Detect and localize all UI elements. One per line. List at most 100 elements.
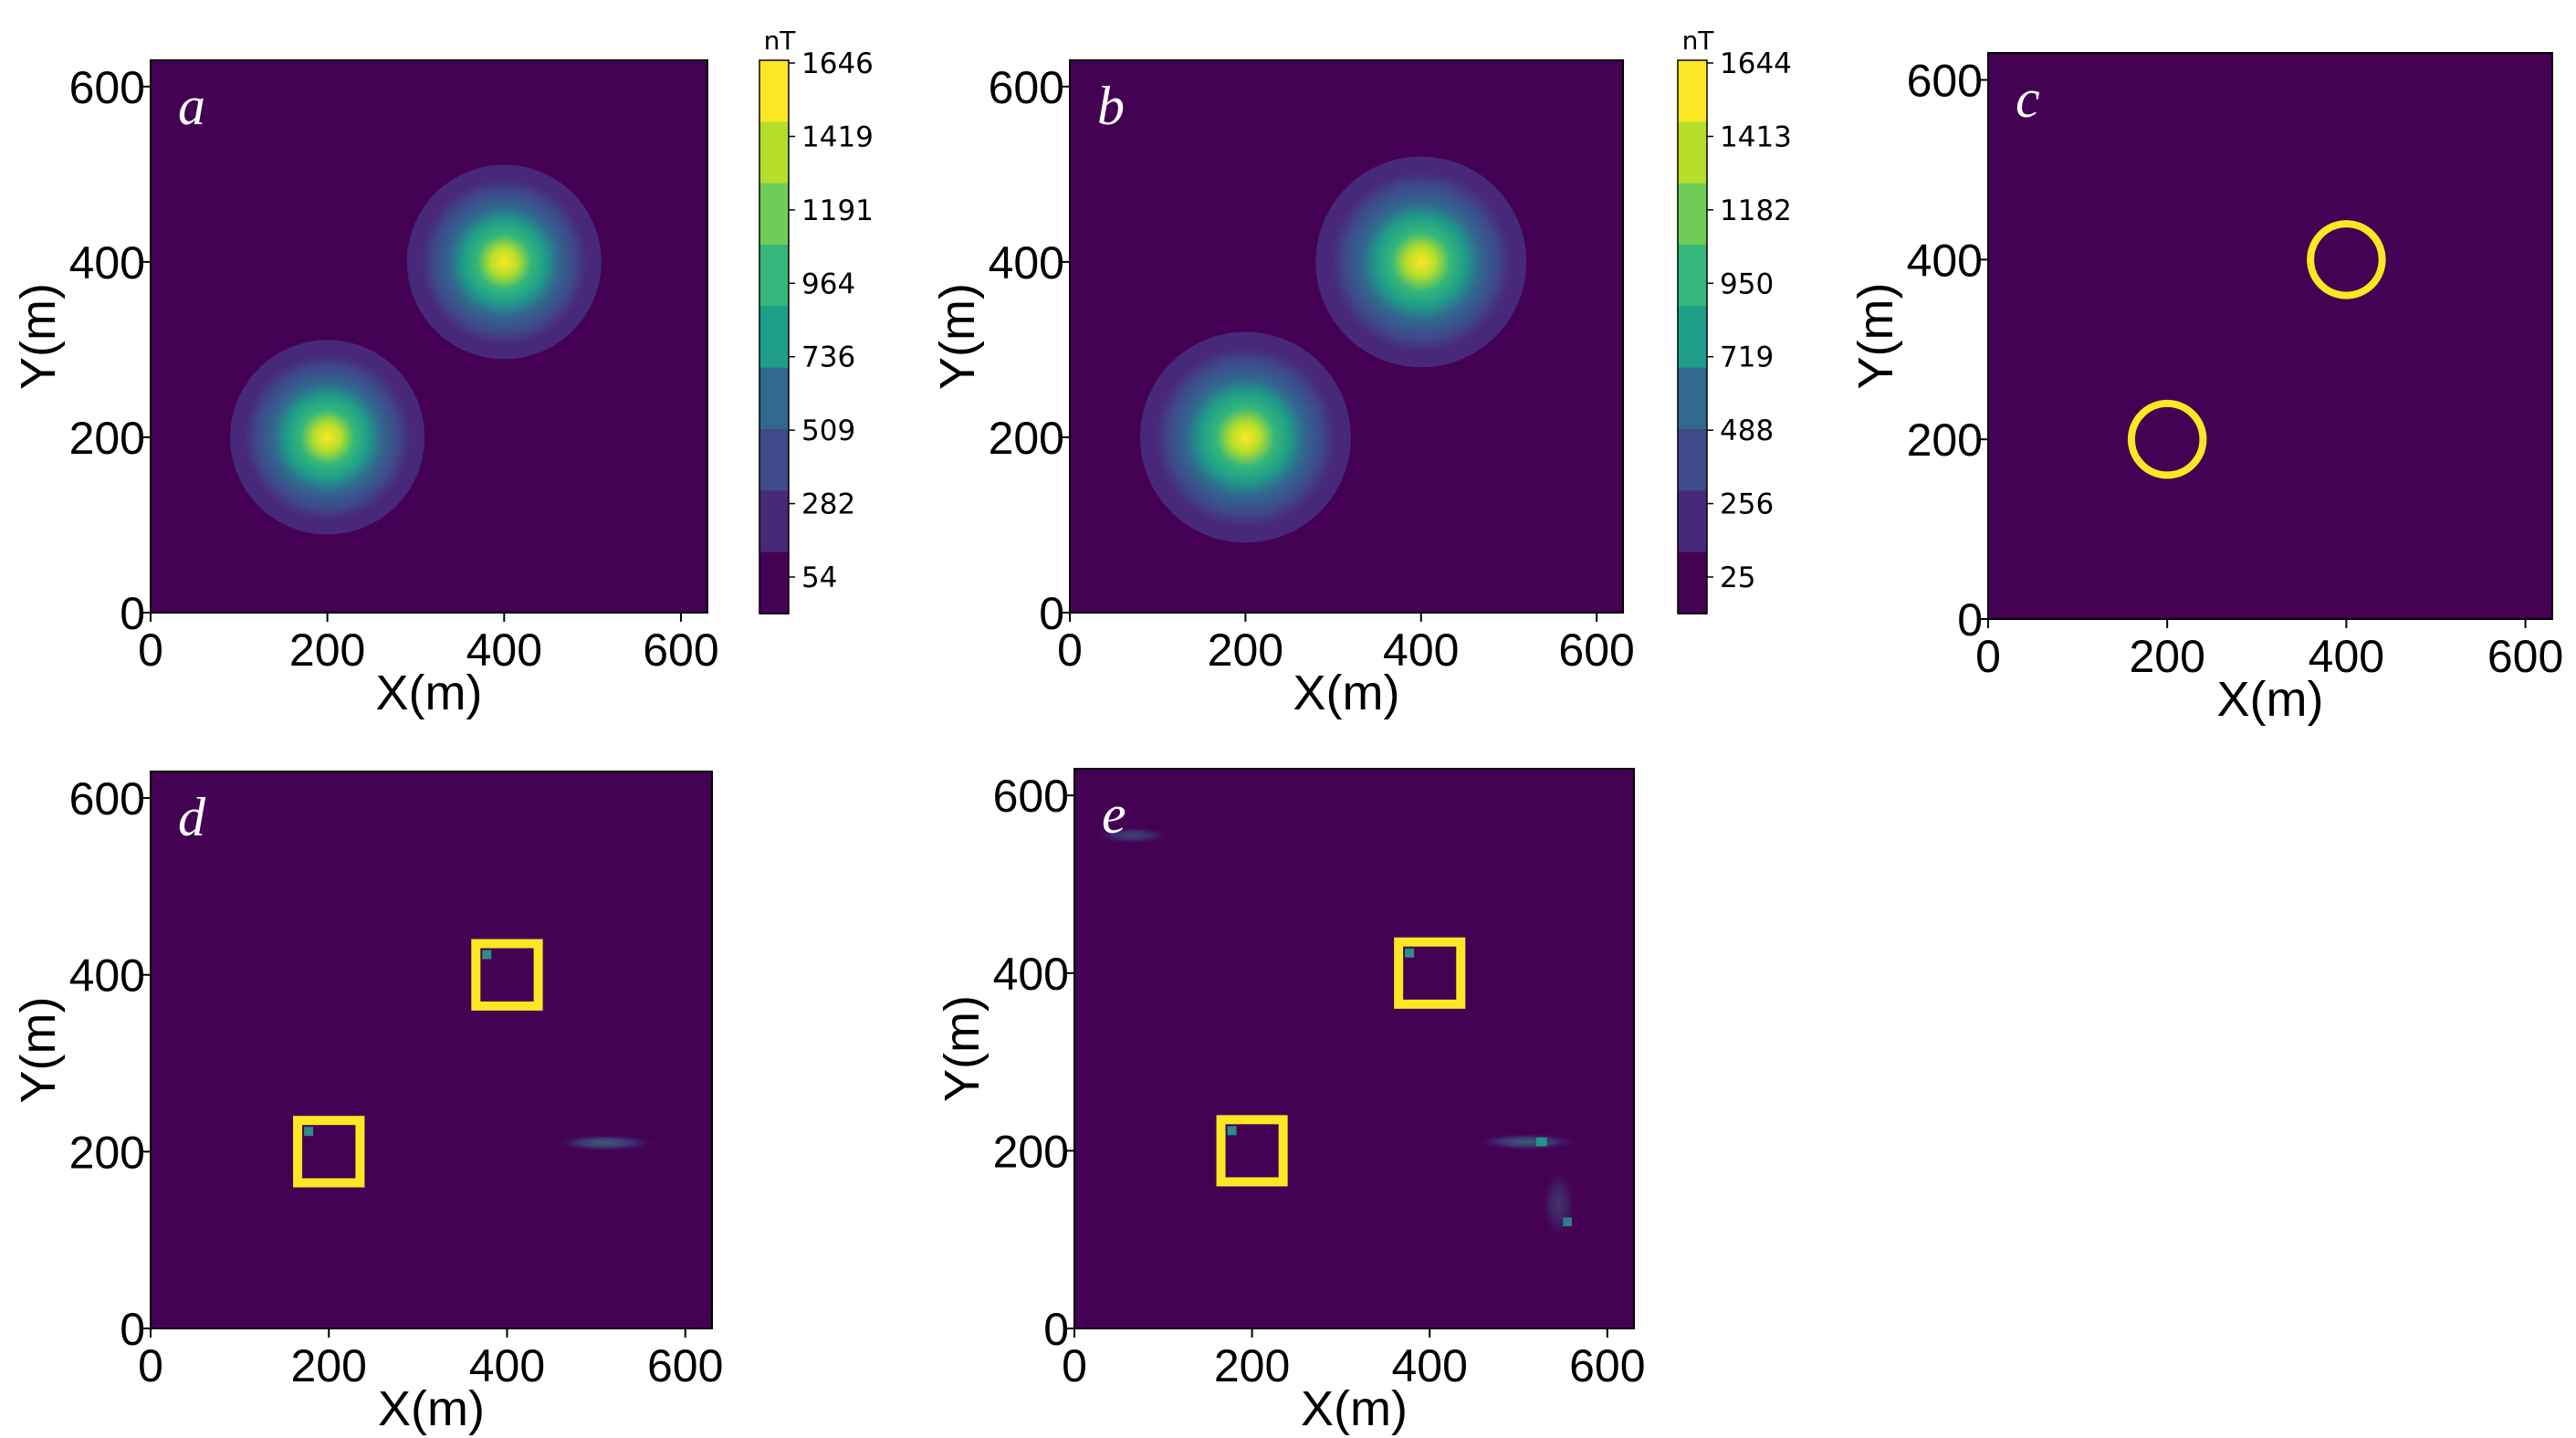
plot-frame [150, 771, 713, 1329]
y-tick-label: 0 [1957, 594, 1983, 646]
x-tick-label: 600 [1558, 625, 1634, 676]
x-tick-label: 600 [647, 1340, 723, 1391]
plot-background [1988, 53, 2552, 619]
colorbar-unit: nT [764, 26, 797, 56]
colorbar-band [1678, 429, 1707, 492]
colorbar-tick-label: 54 [801, 562, 837, 594]
y-axis-label: Y(m) [935, 995, 990, 1102]
x-tick-label: 600 [643, 625, 718, 676]
colorbar-tick-label: 1646 [801, 47, 874, 80]
noise-pixel [1535, 1137, 1547, 1147]
x-tick-label: 200 [289, 625, 365, 676]
boundary-square-artifact-2 [1405, 948, 1415, 958]
y-tick-label: 200 [69, 1127, 145, 1178]
colorbar-band [759, 367, 789, 430]
y-tick-label: 400 [69, 950, 145, 1002]
plot-background [1074, 769, 1634, 1328]
colorbar-tick-label: 1644 [1720, 47, 1792, 80]
colorbar-frame [1677, 59, 1708, 614]
colorbar-band [1678, 306, 1707, 369]
panel-letter: e [1102, 784, 1126, 845]
y-tick-label: 400 [69, 237, 145, 289]
plot-content [1092, 826, 1581, 1240]
colorbar-band [759, 551, 789, 614]
colorbar-band [1678, 121, 1707, 184]
noise-streak-lower-right [1540, 1168, 1576, 1240]
colorbar-band [1678, 551, 1707, 614]
x-tick-label: 400 [466, 625, 542, 676]
boundary-square-1 [1216, 1115, 1288, 1187]
colorbar-tick-label: 1182 [1720, 194, 1792, 227]
x-tick-label: 400 [1391, 1340, 1467, 1391]
boundary-square-2 [1394, 937, 1466, 1009]
colorbar-tick-label: 488 [1720, 415, 1774, 447]
y-axis-label: Y(m) [930, 283, 985, 390]
panel-e: 0 200 400 600 0 200 400 600 X(m) Y(m) e [935, 768, 1646, 1436]
colorbar-unit: nT [1682, 26, 1715, 56]
noise-streak-upper-left [1092, 826, 1173, 845]
y-tick-label: 600 [1907, 56, 1983, 107]
colorbar-band [1678, 245, 1707, 308]
plot-frame [1069, 59, 1624, 614]
x-tick-label: 200 [2129, 631, 2204, 682]
x-tick-label: 400 [2309, 631, 2384, 682]
panel-a: 0 200 400 600 0 200 400 600 X(m) Y(m) a 1646 1419 119… [11, 26, 874, 720]
plot-content [293, 939, 659, 1188]
colorbar-band [1678, 490, 1707, 553]
plot-content [2127, 220, 2386, 479]
y-tick-label: 200 [993, 1126, 1069, 1177]
y-tick-label: 400 [1907, 235, 1983, 286]
boundary-square-artifact-2 [482, 950, 492, 960]
x-axis-label: X(m) [2217, 672, 2324, 727]
colorbar-tick-label: 509 [801, 415, 855, 447]
x-tick-label: 0 [1975, 631, 2001, 682]
noise-streak [1473, 1132, 1581, 1151]
y-tick-label: 400 [989, 237, 1064, 289]
x-tick-label: 400 [469, 1340, 545, 1391]
y-tick-label: 600 [69, 773, 145, 824]
anomaly-2 [1323, 163, 1520, 361]
colorbar-band [759, 490, 789, 553]
colorbar-band [759, 429, 789, 492]
colorbar-tick-label: 1191 [801, 194, 874, 227]
colorbar-tick-label: 256 [1720, 488, 1774, 521]
plot-content [1139, 156, 1527, 543]
x-axis-label: X(m) [1293, 666, 1400, 720]
plot-content [230, 164, 602, 535]
y-tick-label: 400 [993, 949, 1069, 1000]
colorbar-frame [759, 59, 790, 614]
x-axis-label: X(m) [378, 1381, 485, 1436]
colorbar-band [1678, 367, 1707, 430]
colorbar-tick-label: 1419 [801, 121, 874, 153]
colorbar-tick-label: 719 [1720, 341, 1774, 374]
colorbar-tick-label: 282 [801, 488, 855, 521]
plot-frame [1987, 52, 2553, 620]
x-tick-label: 200 [291, 1340, 367, 1391]
colorbar-tick-label: 25 [1720, 562, 1755, 594]
colorbar-band [1678, 183, 1707, 246]
boundary-square-1 [293, 1116, 365, 1188]
x-tick-label: 600 [2487, 631, 2563, 682]
y-tick-label: 200 [989, 413, 1064, 464]
x-tick-label: 400 [1383, 625, 1459, 676]
plot-background [151, 771, 712, 1328]
colorbar-band [1678, 60, 1707, 123]
plot-background [151, 60, 707, 613]
colorbar: 1646 1419 1191 964 736 509 282 54 nT [759, 26, 874, 614]
plot-frame [150, 59, 708, 614]
x-tick-label: 0 [138, 625, 163, 676]
y-axis-label: Y(m) [1848, 283, 1903, 390]
plot-frame [1073, 768, 1635, 1329]
x-tick-label: 600 [1569, 1340, 1645, 1391]
x-tick-label: 0 [1057, 625, 1083, 676]
y-tick-label: 200 [69, 413, 145, 464]
y-tick-label: 600 [989, 62, 1064, 113]
panel-b: 0 200 400 600 0 200 400 600 X(m) Y(m) b 1644 1413 118… [930, 26, 1792, 720]
anomaly-2 [414, 171, 595, 352]
colorbar-tick-label: 736 [801, 341, 855, 374]
y-tick-label: 0 [1043, 1304, 1069, 1355]
panel-d: 0 200 400 600 0 200 400 600 X(m) Y(m) d [11, 771, 723, 1436]
boundary-circle-1 [2127, 399, 2207, 479]
panel-letter: a [178, 76, 205, 136]
